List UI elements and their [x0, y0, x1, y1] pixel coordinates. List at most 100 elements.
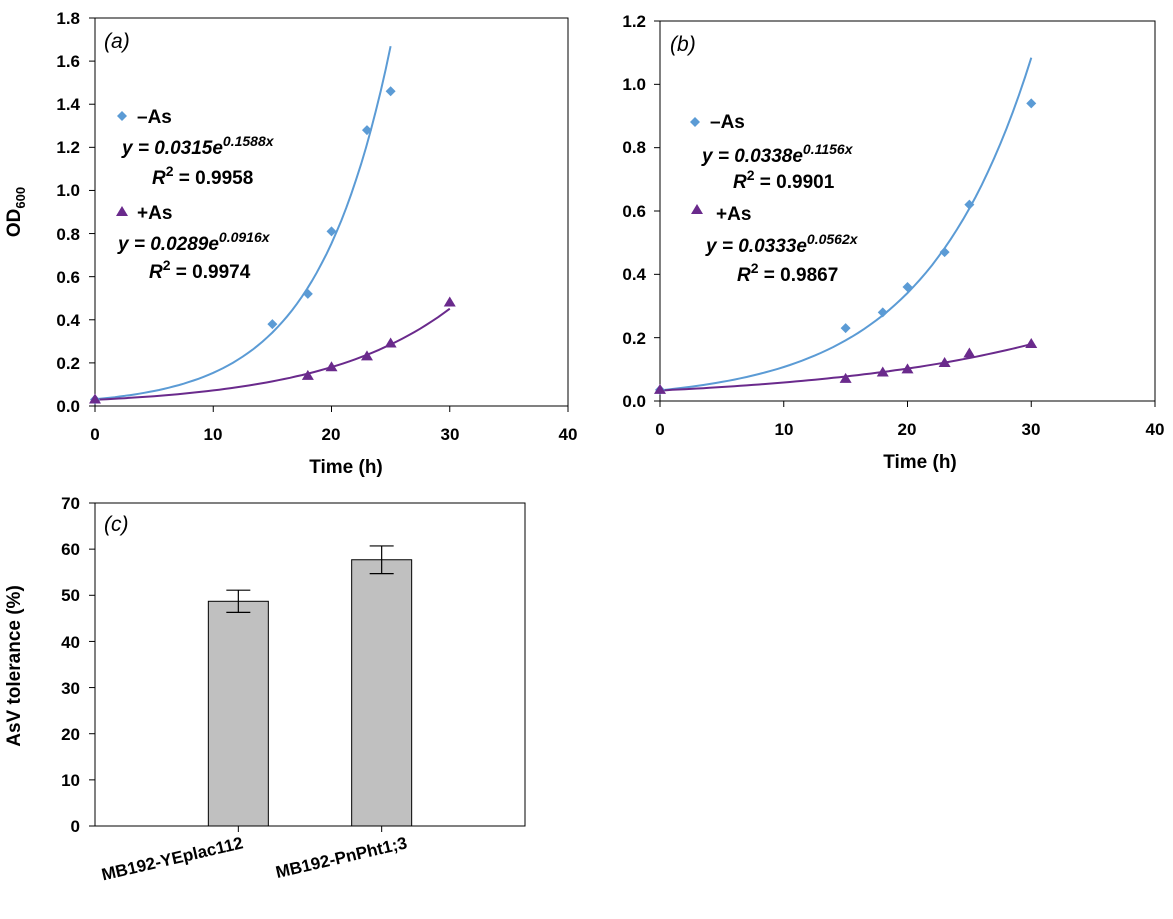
- legend-marker-minus-as: [690, 117, 700, 127]
- y-tick-label: 50: [61, 586, 80, 605]
- x-tick-label: 30: [1022, 420, 1041, 439]
- r2-minus-as-a: R2 = 0.9958: [152, 163, 253, 189]
- x-tick-label: 40: [559, 425, 578, 444]
- bar: [207, 600, 269, 827]
- data-point-plus-as: [839, 372, 852, 383]
- data-point-minus-as: [964, 199, 975, 210]
- x-tick-label: 0: [90, 425, 99, 444]
- r2-sup: 2: [751, 260, 759, 276]
- panel-letter: a: [111, 30, 123, 53]
- y-tick-label: 0.8: [622, 138, 646, 157]
- y-tick-labels-c: 0 10 20 30 40 50 60 70: [61, 494, 80, 836]
- y-tick-label: 0.8: [56, 225, 80, 244]
- eq-prefix: y = 0.0338e: [701, 146, 803, 167]
- panel-label-b: (b): [670, 33, 696, 56]
- panel-label-c: (c): [104, 513, 129, 536]
- equation-minus-as-b: y = 0.0338e0.1156x: [701, 141, 854, 167]
- y-tick-label: 1.8: [56, 9, 80, 28]
- eq-exponent: 0.0916x: [219, 229, 271, 245]
- x-category-label: MB192-YEplac112: [100, 833, 245, 884]
- y-tick-labels-b: 0.0 0.2 0.4 0.6 0.8 1.0 1.2: [622, 12, 646, 411]
- chart-c: 0 10 20 30 40 50 60 70 AsV tolerance (%)…: [4, 494, 526, 884]
- eq-prefix: y = 0.0315e: [121, 138, 223, 159]
- y-tick-label: 1.2: [622, 12, 646, 31]
- eq-prefix: y = 0.0289e: [117, 234, 219, 255]
- panel-letter: c: [111, 513, 122, 536]
- data-point-minus-as: [267, 319, 278, 330]
- data-point-plus-as: [360, 350, 373, 361]
- y-tick-label: 0.6: [622, 202, 646, 221]
- equation-plus-as-b: y = 0.0333e0.0562x: [705, 231, 859, 257]
- y-tick-labels-a: 0.0 0.2 0.4 0.6 0.8 1.0 1.2 1.4 1.6 1.8: [56, 9, 80, 416]
- y-tick-label: 0.6: [56, 268, 80, 287]
- data-point-plus-as: [384, 337, 397, 348]
- x-tick-labels-b: 0 10 20 30 40: [655, 420, 1164, 439]
- x-tick-label: 0: [655, 420, 664, 439]
- x-axis-label-b: Time (h): [883, 452, 957, 473]
- equation-minus-as-a: y = 0.0315e0.1588x: [121, 133, 275, 159]
- r2-label: R: [152, 168, 166, 189]
- data-point-minus-as: [877, 307, 888, 318]
- legend-label-plus-as: +As: [716, 204, 751, 225]
- y-tick-label: 1.4: [56, 95, 80, 114]
- eq-exponent: 0.1588x: [223, 133, 275, 149]
- y-tick-label: 0: [71, 817, 80, 836]
- data-point-minus-as: [939, 247, 950, 258]
- y-tick-label: 10: [61, 771, 80, 790]
- x-tick-label: 20: [322, 425, 341, 444]
- legend-a: –As y = 0.0315e0.1588x R2 = 0.9958 +As y…: [116, 107, 275, 283]
- y-axis-label-main: OD: [4, 209, 25, 238]
- legend-label-minus-as: –As: [710, 112, 745, 133]
- data-point-plus-as: [876, 366, 889, 377]
- data-point-plus-as: [301, 369, 314, 380]
- y-axis-label-a: OD600: [4, 187, 28, 237]
- r2-sup: 2: [747, 167, 755, 183]
- panel-letter: b: [677, 33, 689, 56]
- x-tick-label: 10: [775, 420, 794, 439]
- y-tick-marks-c: [89, 502, 95, 827]
- data-point-plus-as: [963, 347, 976, 358]
- data-point-plus-as: [89, 393, 101, 404]
- r2-sup: 2: [166, 163, 174, 179]
- r2-minus-as-b: R2 = 0.9901: [733, 167, 835, 193]
- y-tick-label: 0.0: [622, 392, 646, 411]
- r2-label: R: [733, 172, 747, 193]
- legend-label-plus-as: +As: [137, 203, 172, 224]
- data-point-minus-as: [385, 86, 396, 97]
- panel-label-a: (a): [104, 30, 130, 53]
- data-point-plus-as: [1025, 338, 1038, 348]
- y-axis-label-c: AsV tolerance (%): [4, 585, 25, 747]
- y-tick-label: 30: [61, 679, 80, 698]
- y-tick-label: 70: [61, 494, 80, 513]
- r2-label: R: [149, 262, 163, 283]
- data-point-plus-as: [654, 383, 666, 394]
- x-tick-label: 20: [898, 420, 917, 439]
- legend-label-minus-as: –As: [137, 107, 172, 128]
- x-tick-label: 10: [204, 425, 223, 444]
- y-tick-label: 1.2: [56, 138, 80, 157]
- data-point-plus-as: [938, 357, 951, 367]
- bars-c: [207, 545, 413, 832]
- data-point-minus-as: [326, 226, 337, 237]
- legend-marker-plus-as: [116, 206, 128, 216]
- x-tick-marks-a: [94, 406, 569, 412]
- y-tick-label: 40: [61, 633, 80, 652]
- equation-plus-as-a: y = 0.0289e0.0916x: [117, 229, 271, 255]
- x-tick-labels-a: 0 10 20 30 40: [90, 425, 577, 444]
- plot-area-c: [94, 502, 526, 827]
- y-tick-label: 0.4: [56, 311, 80, 330]
- y-tick-marks-b: [654, 20, 660, 402]
- r2-value: = 0.9867: [759, 265, 839, 286]
- data-points-b: [654, 98, 1038, 395]
- data-point-minus-as: [902, 282, 913, 292]
- y-tick-label: 0.2: [56, 354, 80, 373]
- y-tick-label: 0.0: [56, 397, 80, 416]
- legend-marker-minus-as: [117, 111, 127, 121]
- legend-b: –As y = 0.0338e0.1156x R2 = 0.9901 +As y…: [690, 112, 859, 286]
- r2-value: = 0.9958: [174, 168, 254, 189]
- x-tick-marks-b: [659, 401, 1156, 407]
- y-tick-label: 60: [61, 540, 80, 559]
- chart-b: 0 10 20 30 40 0.0 0.2 0.4 0.6 0.8 1.0 1.…: [622, 12, 1164, 473]
- data-point-plus-as: [901, 363, 914, 374]
